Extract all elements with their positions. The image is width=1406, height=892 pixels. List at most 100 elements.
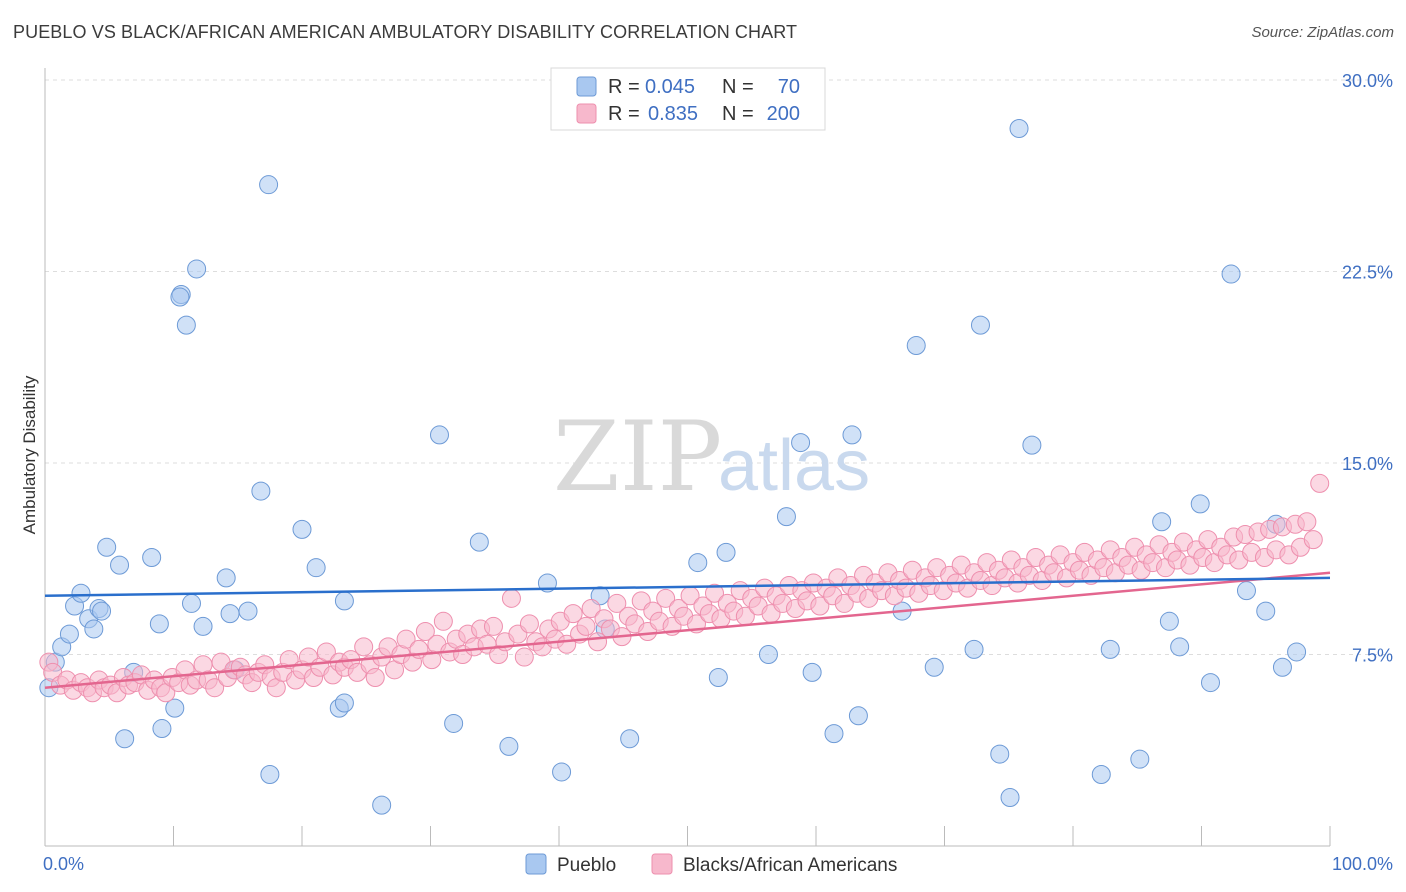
- watermark-zip: ZIP: [553, 401, 722, 513]
- black-point: [1303, 530, 1323, 550]
- pueblo-point: [170, 287, 190, 307]
- pueblo-point: [842, 425, 862, 445]
- pueblo-point: [176, 315, 196, 335]
- legend-n-value: 70: [778, 76, 800, 98]
- legend-box: [550, 67, 826, 131]
- x-tick-labels: 0.0% 100.0%: [43, 854, 1393, 874]
- pueblo-point: [708, 667, 728, 687]
- pueblo-point: [1009, 119, 1029, 139]
- legend-n-label: N =: [722, 103, 754, 125]
- pueblo-point: [110, 555, 130, 575]
- pueblo-point: [1130, 749, 1150, 769]
- pueblo-point: [1287, 642, 1307, 662]
- black-point: [354, 637, 374, 657]
- source-label: Source: ZipAtlas.com: [1251, 24, 1394, 41]
- pueblo-point: [152, 719, 172, 739]
- pueblo-point: [92, 601, 112, 621]
- legend-n-value: 200: [767, 103, 800, 125]
- y-tick-label: 7.5%: [1352, 646, 1393, 666]
- pueblo-point: [149, 614, 169, 634]
- legend-swatch-pueblo: [576, 76, 597, 97]
- legend-r-label: R =: [608, 103, 640, 125]
- axes: [44, 68, 1331, 847]
- legend-r-value: 0.835: [648, 103, 698, 125]
- pueblo-point: [259, 175, 279, 195]
- pueblo-point: [97, 537, 117, 557]
- pueblo-point: [429, 425, 449, 445]
- black-point: [396, 629, 416, 649]
- pueblo-point: [758, 645, 778, 664]
- pueblo-point: [187, 259, 207, 279]
- pueblo-point: [552, 762, 572, 782]
- black-point: [316, 642, 336, 662]
- pueblo-point: [238, 601, 258, 621]
- pueblo-point: [1256, 601, 1276, 621]
- legend-swatch-black: [576, 103, 597, 124]
- pueblo-point: [802, 662, 822, 682]
- black-point: [607, 593, 627, 613]
- pueblo-point: [1152, 512, 1172, 532]
- y-tick-label: 15.0%: [1342, 454, 1393, 474]
- black-point: [656, 588, 676, 608]
- pueblo-point: [220, 604, 240, 624]
- pueblo-point: [990, 744, 1010, 764]
- trend-lines: [44, 571, 1331, 689]
- black-point: [205, 678, 225, 698]
- black-point: [433, 611, 453, 631]
- pueblo-point: [216, 568, 236, 588]
- black-point: [519, 614, 539, 634]
- pueblo-point: [1200, 673, 1220, 693]
- pueblo-point: [181, 593, 201, 613]
- pueblo-point: [165, 698, 185, 718]
- pueblo-point: [251, 481, 271, 501]
- pueblo-point: [1100, 639, 1120, 659]
- black-trend-line: [44, 571, 1331, 689]
- pueblo-point: [372, 795, 392, 815]
- pueblo-point: [193, 616, 213, 636]
- y-tick-label: 30.0%: [1342, 71, 1393, 91]
- pueblo-point: [334, 693, 354, 713]
- pueblo-point: [924, 657, 944, 677]
- pueblo-point: [688, 553, 708, 573]
- y-tick-label: 22.5%: [1342, 263, 1393, 283]
- black-point: [501, 588, 521, 608]
- pueblo-point: [848, 706, 868, 726]
- pueblo-point: [824, 724, 844, 744]
- x-tick-label: 100.0%: [1332, 854, 1393, 874]
- pueblo-point: [620, 729, 640, 749]
- chart-title: PUEBLO VS BLACK/AFRICAN AMERICAN AMBULAT…: [13, 22, 798, 42]
- bottom-legend-label-pueblo: Pueblo: [557, 855, 616, 876]
- pueblo-point: [1236, 581, 1256, 601]
- series-legend: Pueblo Blacks/African Americans: [525, 853, 897, 876]
- black-points: [39, 473, 1330, 703]
- black-point: [415, 622, 435, 642]
- black-point: [483, 616, 503, 636]
- pueblo-point: [906, 336, 926, 356]
- black-point: [514, 647, 534, 667]
- pueblo-point: [1272, 657, 1292, 677]
- pueblo-point: [444, 713, 464, 733]
- pueblo-point: [1091, 765, 1111, 785]
- pueblo-point: [964, 639, 984, 659]
- black-point: [279, 650, 299, 670]
- pueblo-point: [71, 583, 91, 603]
- pueblo-point: [791, 433, 811, 453]
- pueblo-point: [84, 619, 104, 639]
- black-point: [1297, 512, 1317, 532]
- black-point: [563, 604, 583, 624]
- gridlines: [45, 79, 1392, 655]
- y-axis-title: Ambulatory Disability: [20, 375, 39, 534]
- black-point: [576, 616, 596, 636]
- pueblo-point: [970, 315, 990, 335]
- pueblo-point: [499, 736, 519, 756]
- black-point: [581, 599, 601, 619]
- pueblo-point: [716, 542, 736, 562]
- pueblo-point: [306, 558, 326, 578]
- pueblo-point: [260, 765, 280, 785]
- pueblo-point: [292, 519, 312, 539]
- black-point: [1310, 473, 1330, 493]
- pueblo-points: [39, 119, 1307, 815]
- legend-n-label: N =: [722, 76, 754, 98]
- legend-r-label: R =: [608, 76, 640, 98]
